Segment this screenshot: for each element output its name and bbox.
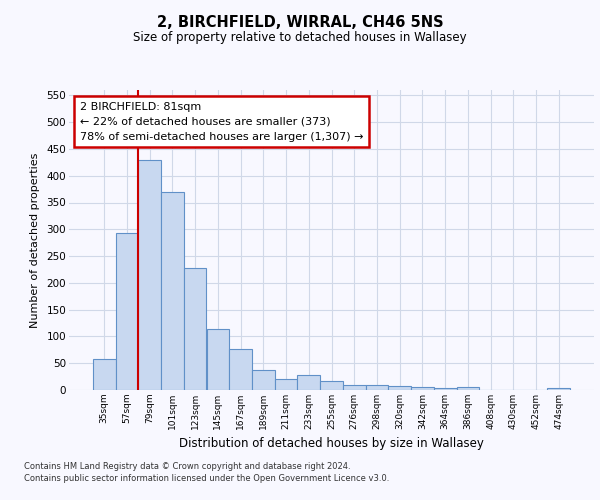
Bar [252,370,275,390]
Bar [411,388,434,390]
Bar [184,268,206,390]
Bar [434,388,457,390]
Bar [547,388,570,390]
Y-axis label: Number of detached properties: Number of detached properties [29,152,40,328]
Bar [388,386,411,390]
Text: Size of property relative to detached houses in Wallasey: Size of property relative to detached ho… [133,31,467,44]
Bar [116,233,139,390]
Bar [365,384,388,390]
Bar [229,350,252,390]
Text: 2, BIRCHFIELD, WIRRAL, CH46 5NS: 2, BIRCHFIELD, WIRRAL, CH46 5NS [157,15,443,30]
Bar [320,382,343,390]
Text: 2 BIRCHFIELD: 81sqm
← 22% of detached houses are smaller (373)
78% of semi-detac: 2 BIRCHFIELD: 81sqm ← 22% of detached ho… [79,102,363,142]
Bar [93,360,116,390]
Bar [343,384,365,390]
Bar [161,192,184,390]
Bar [457,388,479,390]
X-axis label: Distribution of detached houses by size in Wallasey: Distribution of detached houses by size … [179,438,484,450]
Bar [298,375,320,390]
Bar [275,380,298,390]
Bar [206,330,229,390]
Text: Contains HM Land Registry data © Crown copyright and database right 2024.
Contai: Contains HM Land Registry data © Crown c… [24,462,389,483]
Bar [139,160,161,390]
